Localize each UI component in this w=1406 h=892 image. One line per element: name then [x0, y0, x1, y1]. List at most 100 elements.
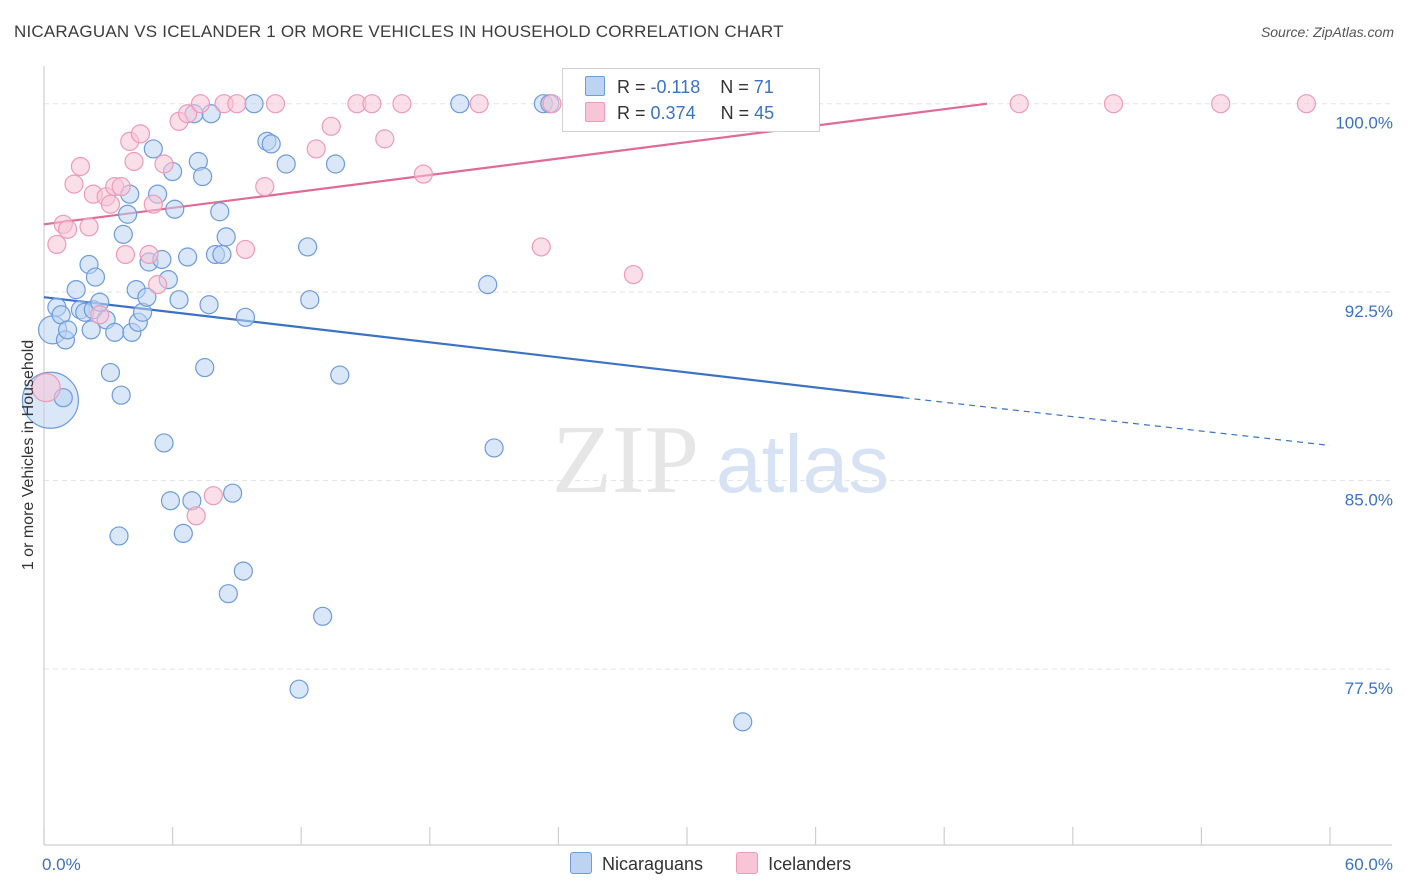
legend-swatch-pink [585, 102, 605, 122]
source-label: Source: ZipAtlas.com [1260, 24, 1394, 40]
point-icelanders [190, 94, 211, 114]
point-icelanders [57, 219, 78, 239]
legend-item-icelanders: Icelanders [736, 852, 851, 875]
point-icelanders [203, 486, 223, 506]
point-nicaraguans [298, 237, 318, 257]
point-icelanders [100, 194, 121, 214]
y-tick-label: 85.0% [1345, 491, 1393, 510]
watermark-atlas: atlas [716, 419, 889, 510]
point-icelanders [375, 129, 395, 149]
point-icelanders [70, 156, 91, 177]
legend-label-nicaraguans: Nicaraguans [602, 854, 704, 874]
point-nicaraguans [235, 307, 256, 327]
point-nicaraguans [100, 362, 121, 383]
point-nicaraguans [193, 166, 213, 187]
y-tick-label: 100.0% [1335, 114, 1393, 133]
point-icelanders [469, 94, 489, 114]
trend-line-nicaraguans-projection [903, 397, 1331, 447]
point-nicaraguans [216, 227, 236, 247]
point-nicaraguans [289, 679, 309, 699]
legend-swatch-blue [570, 852, 592, 874]
point-icelanders [79, 217, 99, 237]
point-icelanders [178, 104, 198, 124]
point-icelanders [1296, 94, 1317, 114]
point-icelanders [130, 124, 151, 144]
data-points [21, 94, 1317, 732]
point-icelanders [623, 264, 644, 285]
legend-r-label: R = [617, 103, 646, 123]
point-nicaraguans [733, 712, 753, 732]
point-nicaraguans [313, 606, 333, 626]
point-nicaraguans [154, 433, 174, 453]
axis-labels: 77.5% 85.0% 92.5% 100.0% 0.0% 60.0% 1 or more … [20, 114, 1393, 874]
point-nicaraguans [244, 94, 264, 114]
legend-n-value: 71 [753, 77, 774, 97]
legend-row-icelanders: R = 0.374 N = 45 [585, 102, 774, 126]
point-icelanders [542, 94, 562, 114]
point-nicaraguans [113, 224, 133, 244]
point-icelanders [124, 151, 144, 172]
point-icelanders [154, 154, 174, 174]
point-nicaraguans [160, 491, 181, 511]
chart-title: NICARAGUAN VS ICELANDER 1 OR MORE VEHICL… [14, 22, 784, 41]
point-icelanders [47, 234, 67, 255]
point-nicaraguans [276, 154, 296, 174]
legend-r-label: R = [617, 77, 646, 97]
legend-swatch-pink [736, 852, 759, 874]
legend-label-icelanders: Icelanders [768, 854, 852, 874]
point-icelanders [255, 177, 275, 197]
point-nicaraguans [117, 204, 138, 224]
point-nicaraguans [57, 320, 78, 340]
point-icelanders [235, 239, 256, 260]
point-nicaraguans [210, 202, 230, 222]
point-icelanders [64, 174, 84, 194]
point-nicaraguans [450, 94, 470, 114]
trend-lines [43, 102, 1331, 447]
point-icelanders [306, 139, 326, 159]
point-nicaraguans [66, 280, 86, 300]
trend-line-icelanders [43, 102, 988, 226]
point-nicaraguans [178, 247, 198, 267]
legend-item-nicaraguans: Nicaraguans [570, 852, 703, 875]
legend-row-nicaraguans: R = -0.118 N = 71 [585, 76, 774, 100]
point-icelanders [90, 305, 110, 325]
point-nicaraguans [169, 290, 189, 310]
point-nicaraguans [143, 139, 163, 159]
point-icelanders [143, 194, 163, 214]
point-nicaraguans [111, 385, 131, 405]
point-nicaraguans [300, 290, 320, 310]
point-nicaraguans [325, 154, 346, 174]
point-icelanders [265, 94, 286, 114]
point-nicaraguans [223, 483, 243, 503]
point-icelanders [186, 506, 206, 526]
point-icelanders [362, 94, 382, 114]
watermark-zip: ZIP [552, 406, 699, 514]
point-icelanders [1103, 94, 1124, 114]
point-icelanders [531, 237, 551, 257]
x-tick-label: 0.0% [42, 855, 81, 874]
point-icelanders [392, 94, 412, 114]
point-nicaraguans [218, 584, 238, 604]
legend-n-label: N = [720, 77, 749, 97]
y-axis-title: 1 or more Vehicles in Household [20, 340, 37, 570]
grid-lines [44, 103, 1392, 670]
point-icelanders [147, 275, 168, 295]
y-tick-label: 92.5% [1345, 302, 1393, 321]
point-nicaraguans [165, 199, 185, 219]
legend-n-value: 45 [754, 103, 775, 123]
point-icelanders [1211, 94, 1231, 114]
point-nicaraguans [85, 267, 106, 287]
axes [43, 66, 1392, 846]
legend-n-label: N = [720, 103, 750, 123]
point-nicaraguans [173, 523, 193, 544]
trend-line-nicaraguans [43, 296, 904, 399]
point-nicaraguans [484, 438, 504, 458]
point-icelanders [115, 244, 136, 265]
legend-r-value: -0.118 [650, 77, 701, 97]
point-icelanders [1009, 94, 1029, 114]
x-tick-label: 60.0% [1345, 855, 1393, 874]
point-nicaraguans [261, 134, 281, 154]
point-nicaraguans [105, 322, 125, 342]
point-icelanders [227, 94, 247, 114]
